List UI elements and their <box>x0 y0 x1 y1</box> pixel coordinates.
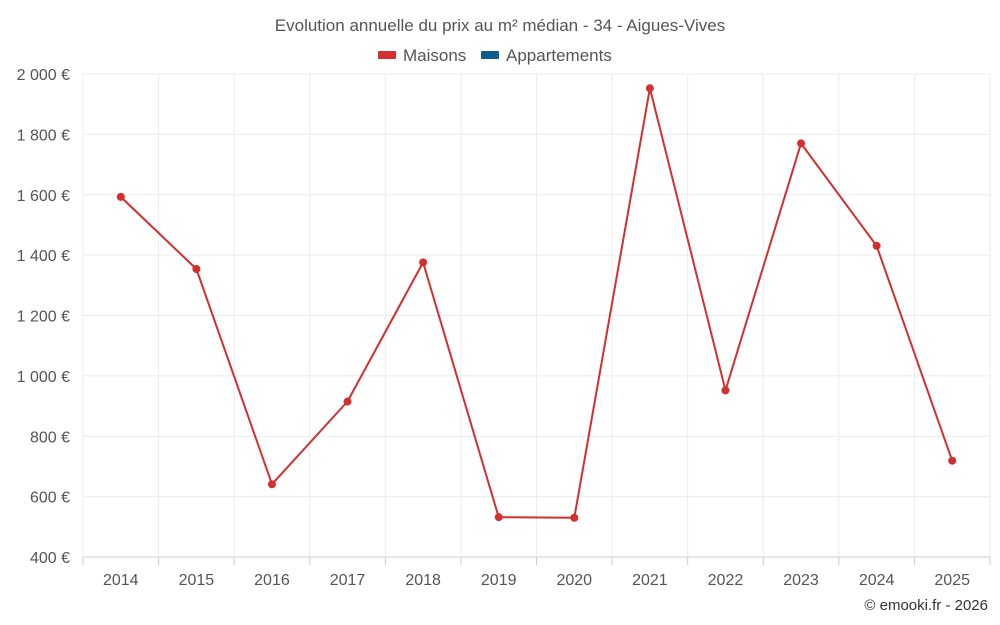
data-point-2018 <box>419 258 428 267</box>
legend-label-appartements: Appartements <box>506 46 612 65</box>
credit-text: © emooki.fr - 2026 <box>864 597 988 614</box>
x-tick-label: 2014 <box>103 572 139 589</box>
x-tick-label: 2024 <box>859 572 895 589</box>
data-point-2020 <box>570 513 579 522</box>
y-tick-label: 800 € <box>30 429 70 446</box>
y-tick-label: 1 800 € <box>17 127 70 144</box>
x-tick-label: 2018 <box>405 572 441 589</box>
x-tick-label: 2025 <box>934 572 970 589</box>
data-point-2015 <box>192 265 201 274</box>
legend-label-maisons: Maisons <box>403 46 466 65</box>
y-tick-label: 400 € <box>30 550 70 567</box>
x-tick-label: 2023 <box>783 572 819 589</box>
data-point-2025 <box>948 456 957 465</box>
y-tick-label: 1 000 € <box>17 369 70 386</box>
x-tick-label: 2017 <box>330 572 366 589</box>
data-point-2023 <box>797 139 806 148</box>
series-line-maisons <box>120 87 954 519</box>
legend: Maisons Appartements <box>378 46 612 65</box>
data-point-2024 <box>872 241 881 250</box>
x-tick-label: 2021 <box>632 572 668 589</box>
y-tick-label: 1 600 € <box>17 188 70 205</box>
x-tick-label: 2019 <box>481 572 517 589</box>
y-tick-label: 1 200 € <box>17 309 70 326</box>
legend-swatch-maisons <box>378 51 396 59</box>
data-point-2021 <box>645 84 654 93</box>
y-tick-label: 600 € <box>30 490 70 507</box>
grid <box>82 73 991 558</box>
y-tick-label: 1 400 € <box>17 248 70 265</box>
chart-title: Evolution annuelle du prix au m² médian … <box>275 16 725 35</box>
y-axis: 400 € 600 € 800 € 1 000 € 1 200 € 1 400 € 1 60… <box>17 67 70 567</box>
data-point-2017 <box>343 397 352 406</box>
data-point-2019 <box>494 513 503 522</box>
legend-swatch-appartements <box>481 51 499 59</box>
x-tick-label: 2020 <box>556 572 592 589</box>
data-point-2014 <box>116 192 125 201</box>
data-point-2016 <box>267 480 276 489</box>
x-axis: 2014 2015 2016 2017 2018 2019 2020 2021 2022 2023… <box>82 557 991 589</box>
x-tick-label: 2015 <box>179 572 215 589</box>
x-tick-label: 2022 <box>708 572 744 589</box>
series-layer <box>116 84 957 522</box>
x-tick-label: 2016 <box>254 572 290 589</box>
y-tick-label: 2 000 € <box>17 67 70 84</box>
data-point-2022 <box>721 386 730 395</box>
